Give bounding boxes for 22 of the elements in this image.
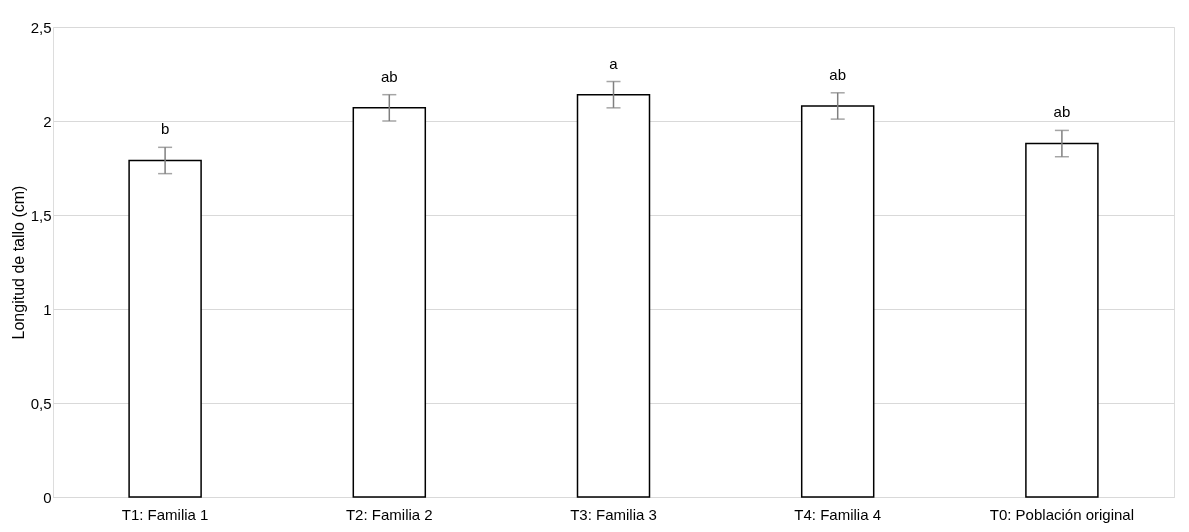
x-tick-label: T0: Población original <box>989 505 1135 523</box>
x-tick-label: T4: Familia 4 <box>794 505 882 523</box>
bar <box>128 159 202 498</box>
y-tick-label: 1,5 <box>30 206 52 224</box>
y-tick-label: 0,5 <box>30 394 52 412</box>
x-tick-label: T3: Familia 3 <box>570 505 657 523</box>
y-tick-label: 2,5 <box>30 18 52 36</box>
y-axis-title: Longitud de tallo (cm) <box>9 185 27 340</box>
bar <box>352 107 427 498</box>
y-tick-label: 0 <box>43 488 52 506</box>
data-label: ab <box>1053 103 1071 121</box>
x-tick-label: T2: Familia 2 <box>345 505 433 523</box>
data-label: ab <box>380 67 398 85</box>
data-label: b <box>160 120 170 138</box>
data-label: a <box>609 54 619 72</box>
bar <box>576 93 651 498</box>
y-tick-label: 1 <box>43 300 52 318</box>
data-label: ab <box>829 65 847 83</box>
bar <box>1025 142 1099 498</box>
y-tick-label: 2 <box>43 112 52 130</box>
bar <box>800 105 875 498</box>
x-tick-label: T1: Familia 1 <box>121 505 209 523</box>
